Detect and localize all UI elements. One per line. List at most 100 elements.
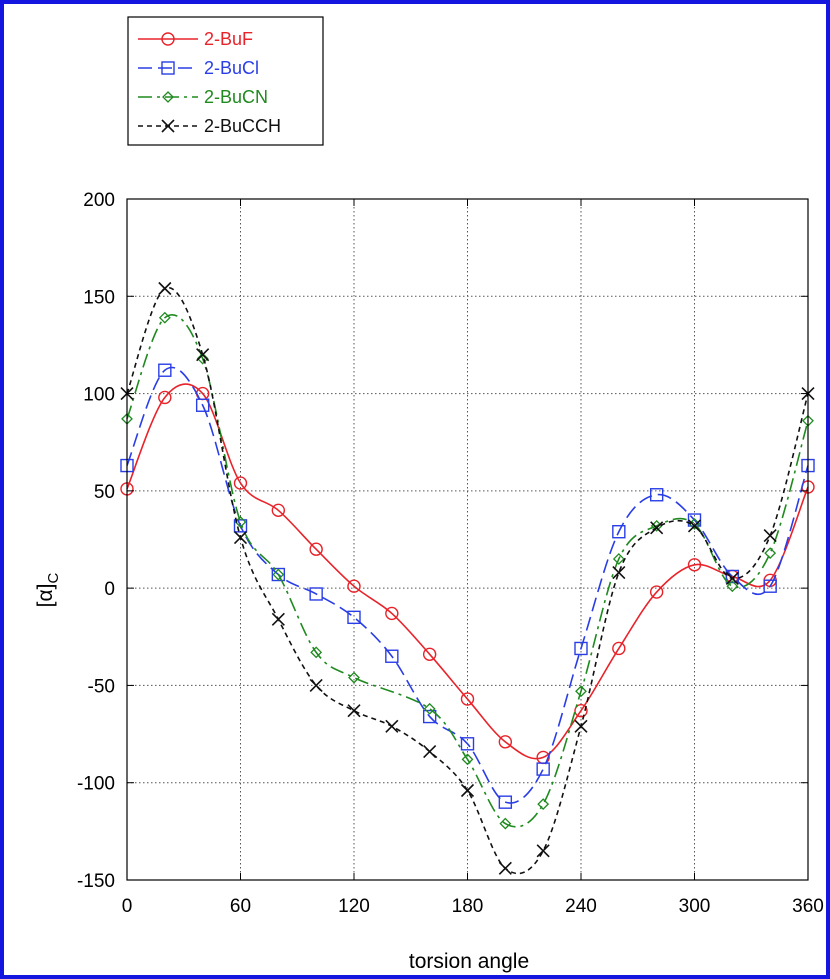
data-point-2-BuF [158,390,172,405]
data-point-2-BuCCH [309,678,323,692]
data-point-2-BuCl [574,641,588,656]
data-point-2-BuCCH [158,281,172,296]
legend-swatch-marker [161,119,175,133]
x-tick-label: 120 [338,896,370,917]
data-point-2-BuCCH [498,861,512,875]
data-point-2-BuF [309,542,323,556]
data-point-2-BuCl [536,762,550,776]
data-point-2-BuCl [385,649,399,663]
data-point-2-BuCN [158,311,171,324]
x-tick-label: 300 [679,896,711,917]
series-line-2-BuCN [126,314,809,828]
data-point-2-BuCl [763,579,777,593]
axis-layer: 0 60 120 180 240 300 360 -150 -100 -50 0 50 100 150 20… [77,190,824,917]
y-tick-label: 100 [83,385,115,406]
legend-item-2-BuCl: 2-BuCl [138,58,259,78]
data-point-2-BuCN [499,817,512,830]
data-point-2-BuCCH [233,530,248,545]
legend-swatch-marker [162,91,174,103]
y-tick-label: 150 [83,287,115,308]
data-point-2-BuCl [158,363,172,377]
series-line-2-BuF [126,383,809,760]
data-point-2-BuCl [612,525,626,539]
y-tick-label: -150 [77,871,115,892]
legend-item-2-BuCN: 2-BuCN [138,87,268,107]
data-point-2-BuF [347,579,361,593]
series-line-2-BuCl [126,366,809,804]
data-point-2-BuCCH-stroke-b [612,566,626,580]
data-point-2-BuCCH [460,783,475,798]
legend: 2-BuF 2-BuCl 2-BuCN 2-BuCCH [127,16,324,146]
data-point-2-BuCN [310,646,323,659]
data-point-2-BuCCH-stroke-b [309,678,323,692]
data-point-2-BuCCH [196,348,210,362]
data-point-2-BuCCH [536,844,550,858]
data-point-2-BuF [498,735,513,749]
data-point-2-BuCCH [574,719,588,733]
data-point-2-BuF [422,647,437,661]
data-point-2-BuCCH [271,612,285,626]
data-point-2-BuF [649,585,664,599]
legend-item-2-BuCCH: 2-BuCCH [138,116,281,136]
data-point-2-BuCCH-stroke-b [574,719,588,733]
data-point-2-BuCN [272,568,285,581]
data-point-2-BuCl [195,398,210,412]
data-point-2-BuCN [575,685,587,698]
data-point-2-BuCCH [423,745,437,759]
series-2-BuCl [120,363,815,809]
data-point-2-BuCCH-stroke-b [687,519,702,533]
data-point-2-BuCCH [687,519,702,533]
y-tick-label: 200 [83,190,115,211]
data-point-2-BuCN [234,516,247,528]
data-point-2-BuCN [764,547,777,560]
data-point-2-BuCCH-stroke-b [233,530,248,545]
legend-label: 2-BuCN [204,87,268,107]
data-point-2-BuCN [726,580,739,593]
data-point-2-BuCN [461,753,474,766]
data-point-2-BuCCH [725,571,739,585]
y-axis-title: [α]C [34,573,62,608]
y-tick-label: -100 [77,774,115,795]
data-point-2-BuCCH-stroke-b [196,348,210,362]
data-point-2-BuCCH-stroke-b [158,281,172,296]
data-point-2-BuCl [498,795,513,809]
data-point-2-BuCN [537,798,550,811]
y-axis-title-sub: C [45,573,62,584]
data-point-2-BuF [612,641,626,656]
data-point-2-BuCCH [347,704,361,718]
data-point-2-BuCl [309,587,323,601]
y-tick-label: 50 [94,482,115,503]
data-point-2-BuCCH-stroke-b [347,704,361,718]
x-tick-label: 240 [565,896,597,917]
data-point-2-BuCCH-stroke-b [536,844,550,858]
data-point-2-BuCN [423,702,436,715]
x-tick-label: 0 [122,896,133,917]
data-point-2-BuCN [612,553,625,565]
data-point-2-BuF [271,503,286,518]
legend-swatch-marker-stroke-b [161,119,175,133]
data-point-2-BuCCH [612,566,626,580]
data-point-2-BuCCH-stroke-b [763,529,777,543]
data-point-2-BuCCH-stroke-b [725,571,739,585]
data-point-2-BuCCH [385,719,399,733]
x-tick-label: 360 [792,896,824,917]
data-point-2-BuCCH [763,529,777,543]
data-point-2-BuCN [348,671,360,684]
data-point-2-BuCCH-stroke-b [460,783,475,798]
data-point-2-BuF [233,476,248,490]
legend-label: 2-BuCCH [204,116,281,136]
legend-label: 2-BuF [204,29,253,49]
data-point-2-BuCCH-stroke-b [650,521,664,535]
data-point-2-BuCl [347,610,361,625]
data-point-2-BuCl [422,709,437,724]
y-axis-title-main: [α] [34,584,57,608]
y-tick-label: 0 [104,579,115,600]
data-point-2-BuF [460,692,475,706]
data-point-2-BuCl [725,569,740,584]
data-point-2-BuCCH-stroke-b [385,719,399,733]
data-point-2-BuCCH [650,521,664,535]
legend-swatch-marker [161,32,175,46]
legend-item-2-BuF: 2-BuF [138,29,253,49]
data-point-2-BuCl [649,488,664,502]
